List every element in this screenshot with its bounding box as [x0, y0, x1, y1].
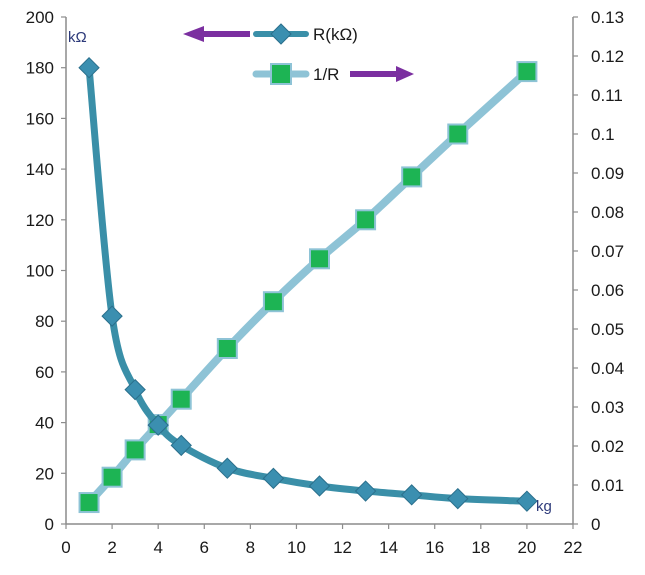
left-y-tick-label: 100 — [26, 262, 54, 281]
inverse-r-point — [101, 466, 123, 488]
inverse-r-point — [262, 291, 284, 313]
right-y-tick-label: 0.08 — [591, 203, 624, 222]
inverse-r-point — [124, 439, 146, 461]
inverse-r-point — [78, 492, 100, 514]
right-y-tick-label: 0.03 — [591, 398, 624, 417]
left-y-tick-label: 200 — [26, 8, 54, 27]
resistance-point — [78, 56, 100, 79]
resistance-point — [147, 414, 169, 436]
right-y-tick-label: 0.04 — [591, 359, 624, 378]
right-y-tick-label: 0.09 — [591, 164, 624, 183]
x-tick-label: 20 — [517, 538, 536, 557]
right-y-tick-label: 0.06 — [591, 281, 624, 300]
inverse-r-point — [170, 388, 192, 410]
left-y-tick-label: 80 — [35, 312, 54, 331]
resistance-point — [308, 475, 331, 497]
left-y-tick-label: 120 — [26, 211, 54, 230]
resistance-point — [170, 434, 192, 457]
x-tick-label: 0 — [61, 538, 70, 557]
resistance-point — [216, 457, 239, 479]
inverse-r-point — [355, 209, 377, 231]
right-y-tick-label: 0.05 — [591, 320, 624, 339]
right-y-tick-label: 0.07 — [591, 242, 624, 261]
x-tick-label: 22 — [564, 538, 583, 557]
series-layer — [78, 56, 538, 514]
legend-square-icon — [270, 63, 292, 85]
x-tick-label: 10 — [287, 538, 306, 557]
left-y-tick-label: 0 — [45, 515, 54, 534]
legend: R(kΩ) 1/R — [183, 23, 414, 85]
resistance-point — [400, 484, 423, 506]
inverse-r-point — [216, 338, 238, 359]
right-y-tick-label: 0.11 — [591, 86, 623, 105]
x-tick-label: 4 — [153, 538, 162, 557]
left-y-tick-label: 180 — [26, 59, 54, 78]
legend-resistance-label: R(kΩ) — [313, 25, 358, 44]
x-tick-label: 6 — [200, 538, 209, 557]
left-y-tick-label: 140 — [26, 160, 54, 179]
x-tick-label: 14 — [379, 538, 398, 557]
right-y-tick-label: 0.02 — [591, 437, 624, 456]
x-axis-unit-label: kg — [536, 498, 552, 515]
inverse-r-point — [516, 61, 538, 83]
x-axis-ticks: 0 2 4 6 8 10 12 14 16 18 20 22 — [61, 524, 582, 557]
series-inverse-r — [78, 61, 538, 514]
inverse-r-point — [447, 123, 469, 145]
right-y-axis-ticks: 0 0.01 0.02 0.03 0.04 0.05 0.06 0.07 0.08 0.09 0.1… — [573, 8, 624, 534]
left-y-tick-label: 20 — [35, 464, 54, 483]
resistance-point — [101, 305, 123, 327]
right-y-tick-label: 0.12 — [591, 47, 624, 66]
right-y-tick-label: 0.1 — [591, 125, 615, 144]
left-y-tick-label: 60 — [35, 363, 54, 382]
inverse-r-point — [309, 248, 330, 270]
resistance-point — [447, 487, 469, 510]
legend-diamond-icon — [270, 23, 292, 45]
series-resistance — [78, 56, 538, 512]
resistance-point — [354, 480, 377, 502]
left-y-axis-ticks: 0 20 40 60 80 100 120 140 160 180 200 — [26, 8, 66, 534]
left-y-tick-label: 40 — [35, 414, 54, 433]
right-y-tick-label: 0.13 — [591, 8, 624, 27]
x-tick-label: 8 — [246, 538, 255, 557]
right-y-tick-label: 0 — [591, 515, 600, 534]
x-tick-label: 18 — [471, 538, 490, 557]
right-y-tick-label: 0.01 — [591, 476, 624, 495]
left-arrow-icon — [183, 26, 250, 42]
left-axis-unit-label: kΩ — [68, 29, 87, 46]
x-tick-label: 12 — [333, 538, 352, 557]
right-arrow-icon — [350, 66, 414, 82]
inverse-r-point — [401, 166, 423, 188]
left-y-tick-label: 160 — [26, 109, 54, 128]
resistance-point — [516, 490, 538, 512]
resistance-point — [262, 467, 285, 490]
legend-inverse-r-label: 1/R — [313, 65, 339, 84]
x-tick-label: 2 — [107, 538, 116, 557]
x-tick-label: 16 — [425, 538, 444, 557]
resistance-point — [124, 378, 146, 401]
